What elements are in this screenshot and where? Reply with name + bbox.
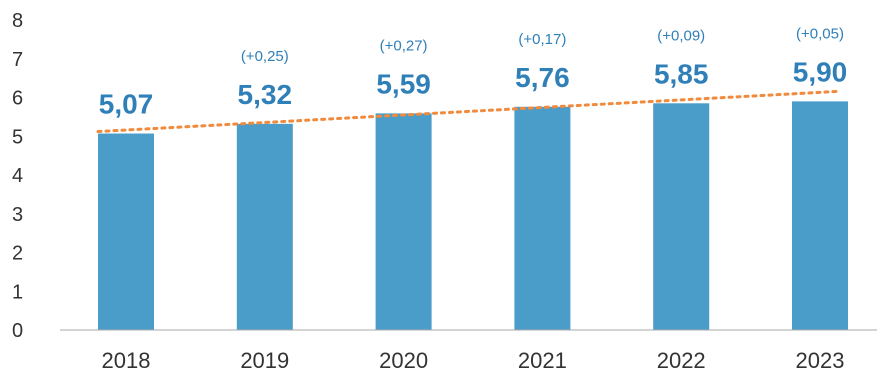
change-label: (+0,25) — [241, 48, 289, 65]
trend-line — [96, 89, 840, 134]
y-tick-label: 8 — [12, 10, 23, 32]
x-tick-label: 2019 — [240, 348, 289, 373]
value-label: 5,32 — [238, 79, 293, 110]
x-tick-label: 2018 — [102, 348, 151, 373]
y-tick-label: 3 — [12, 204, 23, 226]
x-tick-label: 2022 — [657, 348, 706, 373]
value-label: 5,85 — [654, 58, 709, 89]
bar — [792, 101, 848, 330]
bars — [98, 101, 848, 330]
y-tick-label: 0 — [12, 320, 23, 342]
bar — [653, 103, 710, 330]
x-tick-label: 2021 — [518, 348, 567, 373]
y-tick-label: 5 — [12, 126, 23, 148]
x-axis-ticks: 2018 2019 2020 2021 2022 2023 — [102, 348, 845, 373]
bar — [98, 133, 154, 330]
y-tick-label: 7 — [12, 49, 23, 71]
value-labels: 5,07 5,32 (+0,25) 5,59 (+0,27) 5,76 (+0,17) 5,8… — [99, 25, 848, 119]
bar — [236, 123, 293, 330]
y-axis-ticks: 0 1 2 3 4 5 6 7 8 — [12, 10, 23, 342]
value-label: 5,76 — [515, 62, 570, 93]
bar — [514, 106, 571, 330]
y-tick-label: 2 — [12, 243, 23, 265]
change-label: (+0,05) — [796, 25, 844, 42]
y-tick-label: 1 — [12, 281, 23, 303]
value-label: 5,59 — [376, 68, 431, 99]
change-label: (+0,09) — [657, 27, 705, 44]
x-tick-label: 2020 — [379, 348, 428, 373]
change-label: (+0,17) — [518, 31, 566, 48]
value-label: 5,90 — [793, 56, 848, 87]
change-label: (+0,27) — [380, 37, 428, 54]
value-label: 5,07 — [99, 89, 154, 120]
x-tick-label: 2023 — [796, 348, 845, 373]
y-tick-label: 6 — [12, 88, 23, 110]
bar — [375, 113, 432, 330]
y-tick-label: 4 — [12, 165, 23, 187]
